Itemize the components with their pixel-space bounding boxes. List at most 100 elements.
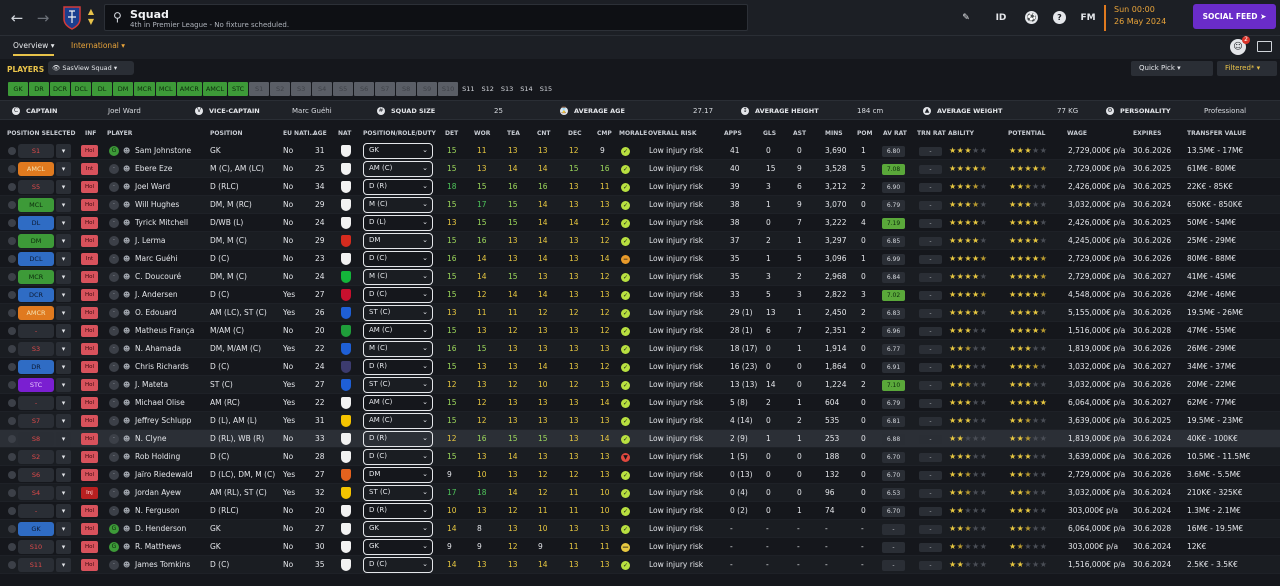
vice-captain-value[interactable]: Marc Guéhi	[292, 107, 332, 115]
edit-icon[interactable]: ✎	[962, 13, 970, 23]
game-date[interactable]: Sun 00:00 26 May 2024	[1104, 5, 1186, 31]
position-selected-box[interactable]: DR	[18, 360, 54, 374]
col-det[interactable]: DET	[445, 130, 459, 137]
captain-value[interactable]: Joel Ward	[108, 107, 141, 115]
position-chip-s2[interactable]: S2	[270, 82, 291, 96]
position-dropdown-chevron-icon[interactable]: ▾	[56, 180, 71, 194]
player-name[interactable]: J. Lerma	[135, 236, 166, 245]
row-checkbox[interactable]	[8, 489, 16, 497]
position-chip-s8[interactable]: S8	[396, 82, 417, 96]
position-chip-s7[interactable]: S7	[375, 82, 396, 96]
position-selected-box[interactable]: -	[18, 504, 54, 518]
position-dropdown-chevron-icon[interactable]: ▾	[56, 540, 71, 554]
position-dropdown-chevron-icon[interactable]: ▾	[56, 522, 71, 536]
tab-international[interactable]: International ▾	[71, 41, 126, 50]
row-checkbox[interactable]	[8, 165, 16, 173]
position-dropdown-chevron-icon[interactable]: ▾	[56, 558, 71, 572]
help-icon[interactable]: ?	[1053, 11, 1066, 24]
role-dropdown[interactable]: AM (C) ⌄	[363, 323, 433, 339]
row-checkbox[interactable]	[8, 147, 16, 155]
player-name[interactable]: Jordan Ayew	[135, 488, 182, 497]
role-dropdown[interactable]: ST (C) ⌄	[363, 305, 433, 321]
table-row[interactable]: S2 ▾ Hol · ☻ Rob Holding D (C) No 28 D (C) ⌄ 15 13 14…	[0, 448, 1280, 466]
role-dropdown[interactable]: DM ⌄	[363, 233, 433, 249]
role-dropdown[interactable]: GK ⌄	[363, 143, 433, 159]
row-checkbox[interactable]	[8, 561, 16, 569]
position-chip-s12[interactable]: S12	[481, 85, 494, 93]
search-box[interactable]: ⚲ Squad 4th in Premier League - No fixtu…	[104, 4, 748, 31]
player-name[interactable]: N. Ahamada	[135, 344, 182, 353]
filter-button[interactable]: Filtered* ▾	[1217, 61, 1277, 76]
position-chip-dcl[interactable]: DCL	[71, 82, 92, 96]
player-name[interactable]: Matheus França	[135, 326, 195, 335]
position-selected-box[interactable]: DM	[18, 234, 54, 248]
role-dropdown[interactable]: GK ⌄	[363, 521, 433, 537]
col-wor[interactable]: WOR	[474, 130, 491, 137]
role-dropdown[interactable]: D (C) ⌄	[363, 449, 433, 465]
club-crest[interactable]	[62, 5, 82, 30]
row-checkbox[interactable]	[8, 345, 16, 353]
table-row[interactable]: DCR ▾ Hol · ☻ J. Andersen D (C) Yes 27 D (C) ⌄ 15 12…	[0, 286, 1280, 304]
table-row[interactable]: S10 ▾ Hol G ☻ R. Matthews GK No 30 GK ⌄ 9 9 12 9 11 11 — L…	[0, 538, 1280, 556]
player-name[interactable]: Chris Richards	[135, 362, 189, 371]
player-name[interactable]: Tyrick Mitchell	[135, 218, 189, 227]
row-checkbox[interactable]	[8, 183, 16, 191]
notifications-icon[interactable]: ☺	[1230, 39, 1246, 55]
role-dropdown[interactable]: D (R) ⌄	[363, 503, 433, 519]
position-selected-box[interactable]: S11	[18, 558, 54, 572]
position-dropdown-chevron-icon[interactable]: ▾	[56, 432, 71, 446]
row-checkbox[interactable]	[8, 417, 16, 425]
col-wage[interactable]: WAGE	[1067, 130, 1088, 137]
position-chip-dm[interactable]: DM	[113, 82, 134, 96]
position-dropdown-chevron-icon[interactable]: ▾	[56, 144, 71, 158]
col-ast[interactable]: AST	[793, 130, 807, 137]
player-name[interactable]: Jaïro Riedewald	[135, 470, 193, 479]
player-name[interactable]: Michael Olise	[135, 398, 185, 407]
col-age[interactable]: AGE	[313, 130, 327, 137]
position-dropdown-chevron-icon[interactable]: ▾	[56, 306, 71, 320]
position-selected-box[interactable]: S1	[18, 144, 54, 158]
col-cmp[interactable]: CMP	[597, 130, 612, 137]
football-icon[interactable]: ⚽	[1025, 11, 1038, 24]
position-chip-s3[interactable]: S3	[291, 82, 312, 96]
position-selected-box[interactable]: DCL	[18, 252, 54, 266]
position-selected-box[interactable]: AMCL	[18, 162, 54, 176]
position-chip-mcr[interactable]: MCR	[134, 82, 155, 96]
col-gls[interactable]: GLS	[763, 130, 777, 137]
player-name[interactable]: O. Edouard	[135, 308, 177, 317]
club-switch-icon[interactable]: ▲ ▼	[87, 7, 95, 26]
role-dropdown[interactable]: D (C) ⌄	[363, 557, 433, 573]
role-dropdown[interactable]: ST (C) ⌄	[363, 377, 433, 393]
position-chip-mcl[interactable]: MCL	[155, 82, 176, 96]
position-selected-box[interactable]: DCR	[18, 288, 54, 302]
role-dropdown[interactable]: ST (C) ⌄	[363, 485, 433, 501]
table-row[interactable]: AMCL ▾ Int · ☻ Ebere Eze M (C), AM (LC) No 25 AM …	[0, 160, 1280, 178]
row-checkbox[interactable]	[8, 327, 16, 335]
player-name[interactable]: Sam Johnstone	[135, 146, 192, 155]
position-selected-box[interactable]: S4	[18, 486, 54, 500]
row-checkbox[interactable]	[8, 507, 16, 515]
player-name[interactable]: D. Henderson	[135, 524, 187, 533]
role-dropdown[interactable]: D (R) ⌄	[363, 179, 433, 195]
player-name[interactable]: Marc Guéhi	[135, 254, 178, 263]
position-dropdown-chevron-icon[interactable]: ▾	[56, 216, 71, 230]
row-checkbox[interactable]	[8, 291, 16, 299]
player-name[interactable]: Ebere Eze	[135, 164, 173, 173]
role-dropdown[interactable]: D (C) ⌄	[363, 251, 433, 267]
table-row[interactable]: DL ▾ Hol · ☻ Tyrick Mitchell D/WB (L) No 24 D (L)…	[0, 214, 1280, 232]
position-chip-s10[interactable]: S10	[438, 82, 459, 96]
col-trn-rat[interactable]: TRN RAT	[917, 130, 946, 137]
social-feed-button[interactable]: SOCIAL FEED ➤	[1193, 4, 1276, 29]
back-icon[interactable]: ←	[10, 9, 24, 27]
position-chip-s11[interactable]: S11	[462, 85, 475, 93]
player-name[interactable]: Jeffrey Schlupp	[135, 416, 192, 425]
role-dropdown[interactable]: GK ⌄	[363, 539, 433, 555]
col-role[interactable]: POSITION/ROLE/DUTY	[363, 130, 436, 137]
table-row[interactable]: S4 ▾ Inj · ☻ Jordan Ayew AM (RL), ST (C) Yes 32 S…	[0, 484, 1280, 502]
table-row[interactable]: DR ▾ Hol · ☻ Chris Richards D (C) No 24 D (R) ⌄ 15 1…	[0, 358, 1280, 376]
player-name[interactable]: C. Doucouré	[135, 272, 182, 281]
position-chip-s14[interactable]: S14	[520, 85, 533, 93]
position-selected-box[interactable]: MCR	[18, 270, 54, 284]
col-av-rat[interactable]: AV RAT	[883, 130, 907, 137]
role-dropdown[interactable]: AM (C) ⌄	[363, 161, 433, 177]
